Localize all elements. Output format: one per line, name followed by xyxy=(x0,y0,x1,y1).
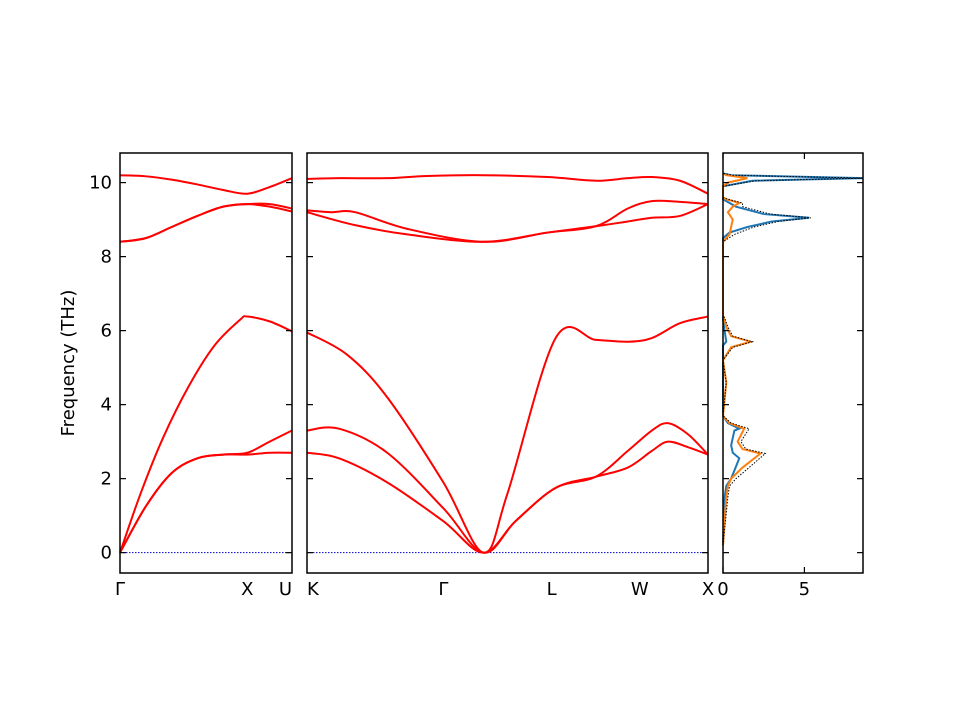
xtick-label-3: U xyxy=(279,579,292,600)
panel2-frame xyxy=(306,152,709,574)
dos-frame xyxy=(722,152,864,574)
xtick-label-3: L xyxy=(547,579,557,600)
phonon-band-6 xyxy=(119,174,293,195)
band-panel-1: 0 2 4 6 8 10 Γ X U xyxy=(89,152,293,600)
xtick-label-2: X xyxy=(241,579,253,600)
dos-sum-curve xyxy=(722,172,864,546)
dos-xtick-label: 0 xyxy=(717,579,728,600)
phonon-band-1 xyxy=(306,440,709,554)
xtick-label-4: W xyxy=(631,579,649,600)
phonon-band-4 xyxy=(119,203,293,243)
dos-total-curve xyxy=(722,172,864,546)
phonon-band-6 xyxy=(306,174,709,195)
phonon-band-3 xyxy=(119,315,293,553)
ytick-label: 2 xyxy=(101,469,112,490)
xtick-label-2: Γ xyxy=(438,579,448,600)
ytick-label: 10 xyxy=(89,173,112,194)
phonon-band-1 xyxy=(119,451,293,554)
ytick-label: 6 xyxy=(101,321,112,342)
ytick-label: 4 xyxy=(101,395,112,416)
phonon-band-5 xyxy=(119,202,293,243)
phonon-band-3 xyxy=(306,315,709,554)
ytick-label: 0 xyxy=(101,543,112,564)
xtick-label-1: Γ xyxy=(115,579,125,600)
xtick-label-1: K xyxy=(307,579,320,600)
phonon-band-5 xyxy=(306,199,709,243)
xtick-label-5: X xyxy=(702,579,714,600)
phonon-band-4 xyxy=(306,203,709,243)
y-axis-label: Frequency (THz) xyxy=(58,290,79,437)
dos-xtick-label: 5 xyxy=(799,579,810,600)
panel1-frame xyxy=(119,152,293,574)
phonon-band-2 xyxy=(306,422,709,554)
ytick-label: 8 xyxy=(101,247,112,268)
phonon-band-2 xyxy=(119,429,293,554)
